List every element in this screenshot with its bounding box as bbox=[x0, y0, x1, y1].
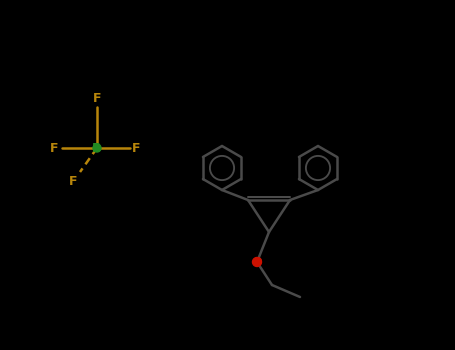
Circle shape bbox=[93, 144, 101, 152]
Circle shape bbox=[253, 258, 262, 266]
Text: F: F bbox=[69, 175, 77, 188]
Text: B: B bbox=[92, 141, 102, 154]
Text: O: O bbox=[253, 257, 262, 267]
Text: F: F bbox=[93, 92, 101, 105]
Text: F: F bbox=[132, 141, 141, 154]
Text: F: F bbox=[50, 141, 58, 154]
